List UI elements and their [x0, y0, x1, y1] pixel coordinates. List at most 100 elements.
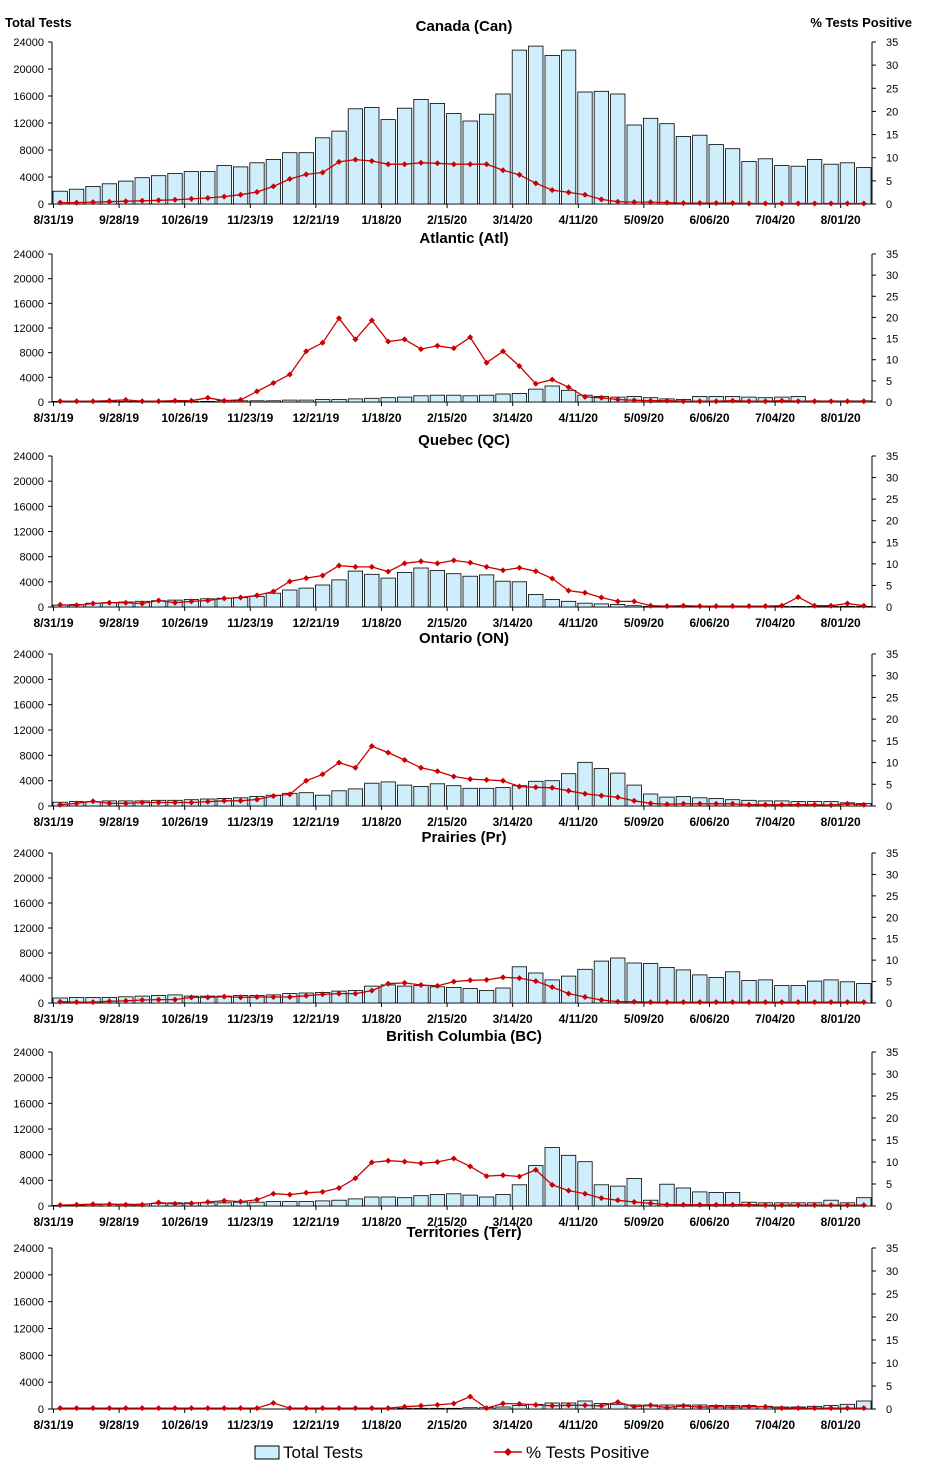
x-tick-label: 11/23/19	[227, 1418, 273, 1432]
left-tick-label: 0	[38, 1201, 44, 1213]
bar	[725, 971, 741, 1004]
right-tick-label: 0	[886, 397, 892, 409]
percent-positive-point	[582, 790, 588, 797]
left-tick-label: 20000	[13, 274, 44, 286]
percent-positive-point	[844, 600, 851, 607]
percent-positive-point	[286, 791, 293, 798]
percent-positive-point	[254, 1196, 260, 1203]
left-tick-label: 16000	[13, 298, 44, 310]
bar	[314, 584, 331, 608]
x-tick-label: 2/15/20	[427, 616, 467, 630]
x-tick-label: 12/21/19	[293, 411, 340, 425]
percent-positive-point	[106, 1201, 113, 1208]
bar	[429, 103, 446, 205]
bar	[462, 988, 478, 1004]
percent-positive-point	[549, 187, 556, 194]
x-tick-label: 5/09/20	[624, 213, 664, 227]
percent-positive-point	[713, 603, 720, 610]
bar	[511, 392, 528, 403]
percent-positive-point	[286, 176, 293, 182]
percent-positive-point	[828, 802, 834, 809]
percent-positive-point	[385, 749, 392, 756]
x-tick-label: 8/01/20	[821, 815, 861, 829]
percent-positive-point	[90, 798, 96, 805]
x-tick-label: 1/18/20	[361, 1215, 401, 1229]
bar	[232, 166, 249, 205]
bar	[347, 398, 364, 403]
right-tick-label: 25	[886, 891, 898, 903]
percent-positive-point	[303, 575, 310, 582]
left-axis-title: Total Tests	[5, 15, 72, 30]
percent-positive-point	[549, 784, 556, 791]
x-tick-label: 5/09/20	[624, 815, 664, 829]
bar	[413, 985, 429, 1004]
percent-positive-point	[860, 602, 867, 609]
bar	[544, 385, 560, 403]
percent-positive-point	[778, 801, 785, 808]
left-tick-label: 4000	[20, 776, 44, 788]
percent-positive-point	[795, 398, 802, 405]
percent-positive-point	[237, 797, 244, 804]
percent-positive-point	[680, 1201, 687, 1208]
percent-positive-point	[467, 776, 474, 783]
x-tick-label: 4/11/20	[559, 815, 599, 829]
bar	[561, 975, 577, 1004]
percent-positive-point	[762, 398, 769, 405]
percent-positive-point	[352, 156, 359, 163]
x-tick-label: 8/31/19	[33, 1215, 73, 1229]
x-tick-label: 8/01/20	[821, 1012, 861, 1026]
percent-positive-point	[122, 396, 129, 403]
bar	[396, 572, 413, 608]
percent-positive-point	[90, 199, 96, 206]
percent-positive-point	[204, 994, 211, 1001]
left-tick-label: 20000	[13, 1270, 44, 1282]
percent-positive-point	[106, 198, 113, 205]
left-tick-label: 24000	[13, 451, 44, 463]
percent-positive-point	[90, 1405, 96, 1412]
percent-positive-point	[549, 575, 556, 582]
percent-positive-point	[352, 990, 359, 997]
left-tick-label: 24000	[13, 249, 44, 261]
x-tick-label: 6/06/20	[689, 1215, 729, 1229]
x-tick-label: 7/04/20	[755, 1215, 795, 1229]
bar	[249, 400, 265, 403]
right-tick-label: 5	[886, 580, 892, 592]
bar	[790, 606, 806, 608]
right-tick-label: 5	[886, 779, 892, 791]
bar	[561, 600, 577, 608]
left-tick-label: 0	[38, 602, 44, 614]
x-tick-label: 1/18/20	[361, 411, 401, 425]
bar	[495, 787, 511, 807]
left-tick-label: 0	[38, 397, 44, 409]
percent-positive-point	[598, 792, 605, 799]
percent-positive-point	[352, 563, 359, 570]
percent-positive-point	[844, 800, 851, 807]
right-tick-label: 30	[886, 60, 898, 72]
percent-positive-point	[500, 1400, 506, 1407]
percent-positive-point	[516, 363, 523, 370]
percent-positive-point	[467, 1163, 474, 1170]
percent-positive-point	[860, 801, 867, 808]
bar	[298, 1201, 314, 1207]
bar	[413, 567, 429, 608]
right-tick-label: 20	[886, 1312, 898, 1324]
percent-positive-point	[746, 200, 752, 207]
bar	[790, 165, 806, 205]
percent-positive-point	[631, 199, 638, 206]
left-tick-label: 0	[38, 998, 44, 1010]
right-tick-label: 20	[886, 714, 898, 726]
bar	[462, 575, 478, 608]
percent-positive-point	[352, 1405, 359, 1412]
x-tick-label: 2/15/20	[427, 213, 467, 227]
percent-positive-point	[254, 796, 260, 803]
x-tick-label: 10/26/19	[161, 1215, 208, 1229]
percent-positive-point	[155, 1199, 162, 1206]
percent-positive-point	[204, 798, 211, 805]
percent-positive-point	[795, 999, 802, 1006]
bar	[495, 1194, 511, 1207]
left-tick-label: 16000	[13, 700, 44, 712]
percent-positive-point	[352, 336, 359, 343]
x-tick-label: 1/18/20	[361, 1418, 401, 1432]
percent-positive-point	[598, 196, 605, 203]
percent-positive-point	[434, 982, 441, 989]
